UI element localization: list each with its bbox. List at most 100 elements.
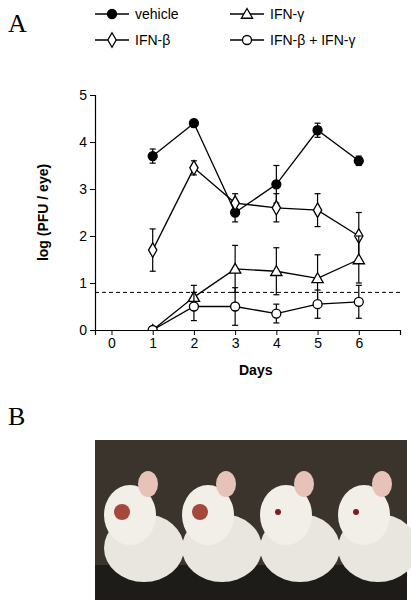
data-point <box>149 243 157 257</box>
error-bar-cap <box>356 285 362 286</box>
error-bar-cap <box>356 318 362 319</box>
legend: vehicle IFN-β IFN-γ IFN-β + IFN-γ <box>95 6 355 48</box>
error-bar-cap <box>273 193 279 194</box>
data-point <box>313 126 322 135</box>
x-axis-title: Days <box>239 362 273 378</box>
mouse-ear <box>294 471 314 497</box>
error-bar-cap <box>273 304 279 305</box>
x-tick: 4 <box>273 330 281 351</box>
panel-label: A <box>8 9 27 38</box>
x-tick: 0 <box>108 330 116 351</box>
data-point <box>189 302 198 311</box>
y-axis-line <box>90 96 96 331</box>
legend-label: IFN-γ <box>270 6 304 22</box>
error-bar-cap <box>356 235 362 236</box>
y-tick-label: 2 <box>79 228 87 244</box>
y-tick-mark <box>90 330 95 331</box>
series-line <box>153 168 359 250</box>
y-tick-label: 4 <box>79 134 87 150</box>
data-point <box>272 309 281 318</box>
data-point <box>271 266 282 276</box>
legend-item: IFN-β <box>95 32 170 48</box>
x-tick-label: 5 <box>314 335 322 351</box>
error-bar-cap <box>150 228 156 229</box>
data-point <box>272 201 280 215</box>
photo <box>95 440 411 600</box>
x-tick-label: 0 <box>108 335 116 351</box>
error-bar-cap <box>315 289 321 290</box>
y-tick-mark <box>90 283 95 284</box>
x-tick: 3 <box>232 330 240 351</box>
y-tick-label: 3 <box>79 181 87 197</box>
data-point <box>147 324 158 330</box>
panel-label: B <box>8 402 25 431</box>
legend-label: IFN-β + IFN-γ <box>270 32 355 48</box>
error-bar-cap <box>273 165 279 166</box>
data-point <box>148 326 157 331</box>
x-tick-label: 1 <box>149 335 157 351</box>
error-bar-cap <box>315 254 321 255</box>
data-point <box>148 152 157 161</box>
x-tick: 1 <box>149 330 157 351</box>
error-bar-cap <box>191 320 197 321</box>
y-tick-mark <box>90 95 95 96</box>
error-bar-cap <box>356 282 362 283</box>
mouse <box>182 471 262 582</box>
data-point <box>231 196 239 210</box>
x-tick-label: 3 <box>232 335 240 351</box>
data-point <box>313 300 322 309</box>
mouse-eye <box>353 509 359 515</box>
error-bar-cap <box>273 247 279 248</box>
mouse-eye <box>114 504 130 520</box>
y-tick: 3 <box>79 181 95 197</box>
error-bar-cap <box>150 148 156 149</box>
error-bar-cap <box>232 193 238 194</box>
error-bar-cap <box>150 271 156 272</box>
data-point <box>313 203 321 217</box>
legend-label: vehicle <box>135 6 179 22</box>
x-tick: 2 <box>191 330 199 351</box>
data-point <box>312 273 323 283</box>
error-bar-cap <box>232 212 238 213</box>
figure: AvehicleIFN-βIFN-γIFN-β + IFN-γ012345012… <box>0 0 411 606</box>
y-tick: 5 <box>79 87 95 103</box>
plot-area <box>95 119 400 330</box>
error-bar-cap <box>150 163 156 164</box>
x-tick-label: 6 <box>355 335 363 351</box>
x-tick: 6 <box>355 330 363 351</box>
series-line <box>153 123 359 212</box>
mouse <box>260 471 340 582</box>
x-tick-label: 2 <box>191 335 199 351</box>
legend-label: IFN-β <box>135 32 170 48</box>
y-axis: 012345 <box>79 87 95 338</box>
data-point <box>189 119 198 128</box>
y-axis-title: log (PFU / eye) <box>35 164 51 261</box>
data-point <box>272 180 281 189</box>
x-axis: 0 1 2 3 4 5 6 <box>96 330 401 351</box>
error-bar-cap <box>232 245 238 246</box>
legend-marker <box>241 8 252 18</box>
error-bar-cap <box>356 212 362 213</box>
mouse-eye <box>192 504 208 520</box>
mouse <box>104 471 184 582</box>
error-bar-cap <box>315 226 321 227</box>
mouse <box>338 471 411 582</box>
error-bar-cap <box>232 221 238 222</box>
legend-marker <box>243 36 252 45</box>
data-point <box>354 297 363 306</box>
mouse-eye <box>275 509 281 515</box>
data-point <box>353 254 364 264</box>
error-bar-cap <box>191 292 197 293</box>
error-bar-cap <box>273 294 279 295</box>
error-bar-cap <box>315 123 321 124</box>
legend-item: IFN-β + IFN-γ <box>230 32 355 48</box>
data-point <box>190 161 198 175</box>
error-bar-cap <box>315 137 321 138</box>
data-point <box>231 302 240 311</box>
error-bar-cap <box>273 221 279 222</box>
y-tick-mark <box>90 236 95 237</box>
error-bar-cap <box>315 193 321 194</box>
series-line <box>153 302 359 330</box>
y-tick-label: 5 <box>79 87 87 103</box>
error-bar-cap <box>232 325 238 326</box>
